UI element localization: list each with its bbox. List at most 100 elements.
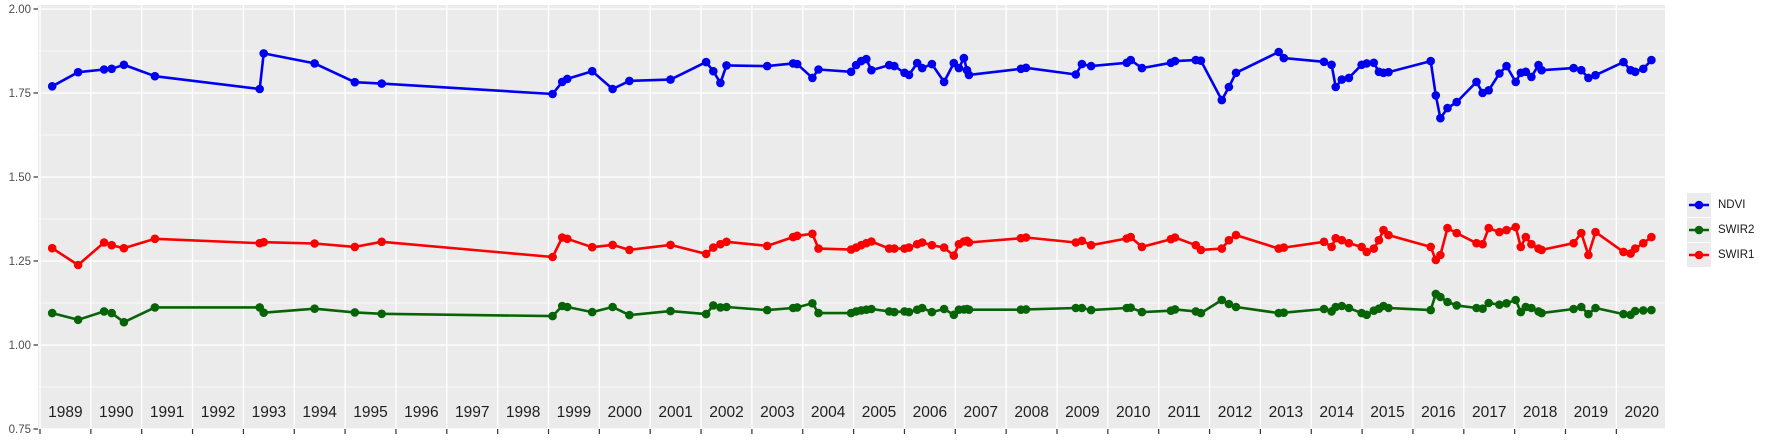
x-axis-label: 2006 xyxy=(913,404,947,421)
data-point-ndvi xyxy=(959,53,969,63)
data-point-swir2 xyxy=(890,307,899,317)
data-point-ndvi xyxy=(150,71,160,81)
x-axis-label: 2000 xyxy=(608,404,643,421)
legend-entry-swir2: SWIR2 xyxy=(1687,218,1754,242)
data-point-ndvi xyxy=(587,66,597,76)
data-point-swir1 xyxy=(1584,250,1593,260)
line-point-key-icon xyxy=(1687,243,1711,267)
data-point-ndvi xyxy=(762,61,772,71)
data-point-ndvi xyxy=(255,84,264,94)
data-point-swir2 xyxy=(808,299,817,308)
data-point-swir2 xyxy=(939,304,949,314)
data-point-swir2 xyxy=(150,303,160,312)
x-axis-label: 2011 xyxy=(1167,404,1200,421)
data-point-swir1 xyxy=(119,243,129,253)
data-point-swir2 xyxy=(709,301,718,310)
data-point-swir1 xyxy=(107,240,116,250)
x-axis-label: 1995 xyxy=(353,404,387,421)
data-point-ndvi xyxy=(709,66,718,76)
y-axis-label: 1.00 xyxy=(9,340,31,352)
x-axis-label: 2019 xyxy=(1574,404,1608,421)
data-point-ndvi xyxy=(1426,56,1435,66)
data-point-swir1 xyxy=(1279,243,1289,252)
data-point-swir1 xyxy=(964,238,974,247)
data-point-swir2 xyxy=(1577,302,1586,312)
x-axis-label: 1993 xyxy=(252,404,286,421)
data-point-ndvi xyxy=(47,82,57,91)
x-axis-label: 2017 xyxy=(1472,404,1506,421)
data-point-swir1 xyxy=(608,240,617,250)
data-point-swir2 xyxy=(587,307,597,317)
data-point-ndvi xyxy=(1021,63,1031,73)
data-point-ndvi xyxy=(1319,57,1329,67)
x-axis-label: 1994 xyxy=(302,404,337,421)
data-point-ndvi xyxy=(1537,65,1546,75)
data-point-ndvi xyxy=(1502,61,1511,71)
data-point-swir1 xyxy=(563,234,572,244)
data-point-ndvi xyxy=(1521,67,1531,77)
data-point-ndvi xyxy=(1431,91,1441,100)
x-axis-label: 2020 xyxy=(1625,404,1660,421)
data-point-swir2 xyxy=(1196,308,1206,318)
x-axis-label: 2010 xyxy=(1116,404,1151,421)
data-point-swir1 xyxy=(1516,242,1526,252)
data-point-swir1 xyxy=(1630,244,1640,253)
data-point-swir2 xyxy=(964,305,974,315)
data-point-ndvi xyxy=(792,59,802,69)
data-point-swir1 xyxy=(377,237,387,247)
data-point-swir2 xyxy=(310,304,319,314)
data-point-swir1 xyxy=(927,240,937,250)
data-point-ndvi xyxy=(1647,55,1656,65)
data-point-ndvi xyxy=(107,64,116,74)
data-point-swir1 xyxy=(1327,242,1336,252)
data-point-swir1 xyxy=(701,249,711,259)
data-point-ndvi xyxy=(846,67,856,77)
data-point-ndvi xyxy=(1327,60,1336,70)
data-point-swir2 xyxy=(1478,304,1487,314)
data-point-swir1 xyxy=(1126,232,1135,242)
data-point-swir2 xyxy=(625,310,634,320)
data-point-swir2 xyxy=(1170,305,1180,314)
data-point-ndvi xyxy=(1086,61,1096,71)
data-point-ndvi xyxy=(1362,59,1371,68)
data-point-swir1 xyxy=(1426,242,1435,252)
data-point-swir2 xyxy=(1484,298,1493,308)
data-point-swir1 xyxy=(1639,238,1648,248)
data-point-swir1 xyxy=(1591,227,1600,237)
x-axis-label: 2001 xyxy=(658,404,692,421)
data-point-ndvi xyxy=(259,49,269,58)
data-point-ndvi xyxy=(99,65,109,74)
data-point-ndvi xyxy=(625,76,634,86)
legend-entry-ndvi: NDVI xyxy=(1687,193,1754,217)
data-point-swir2 xyxy=(1071,303,1081,313)
data-point-ndvi xyxy=(1384,67,1393,77)
data-point-swir2 xyxy=(814,308,823,318)
data-point-ndvi xyxy=(1217,95,1227,105)
data-point-swir1 xyxy=(1452,228,1461,238)
x-axis-label: 1992 xyxy=(201,404,235,421)
data-point-ndvi xyxy=(862,54,871,64)
data-point-swir1 xyxy=(1484,223,1493,233)
data-point-swir2 xyxy=(47,308,57,318)
data-point-swir2 xyxy=(792,303,802,312)
data-point-swir1 xyxy=(1511,222,1520,232)
x-axis-label: 1996 xyxy=(404,404,438,421)
data-point-ndvi xyxy=(814,65,823,74)
x-axis-label: 2016 xyxy=(1421,404,1455,421)
data-point-ndvi xyxy=(927,59,937,69)
data-point-swir2 xyxy=(350,308,360,317)
data-point-swir2 xyxy=(1224,299,1234,309)
data-point-ndvi xyxy=(377,79,387,88)
data-point-swir2 xyxy=(1495,300,1504,310)
data-point-swir2 xyxy=(722,302,731,312)
data-point-ndvi xyxy=(1639,64,1648,74)
data-point-ndvi xyxy=(350,77,360,87)
data-point-ndvi xyxy=(608,84,617,94)
data-point-swir2 xyxy=(1231,302,1241,312)
data-point-swir1 xyxy=(1077,236,1087,246)
data-point-swir1 xyxy=(1577,228,1586,238)
data-point-swir1 xyxy=(1478,239,1487,249)
line-point-key-icon xyxy=(1687,218,1711,242)
data-point-swir1 xyxy=(1196,245,1206,255)
data-point-swir2 xyxy=(608,302,617,312)
